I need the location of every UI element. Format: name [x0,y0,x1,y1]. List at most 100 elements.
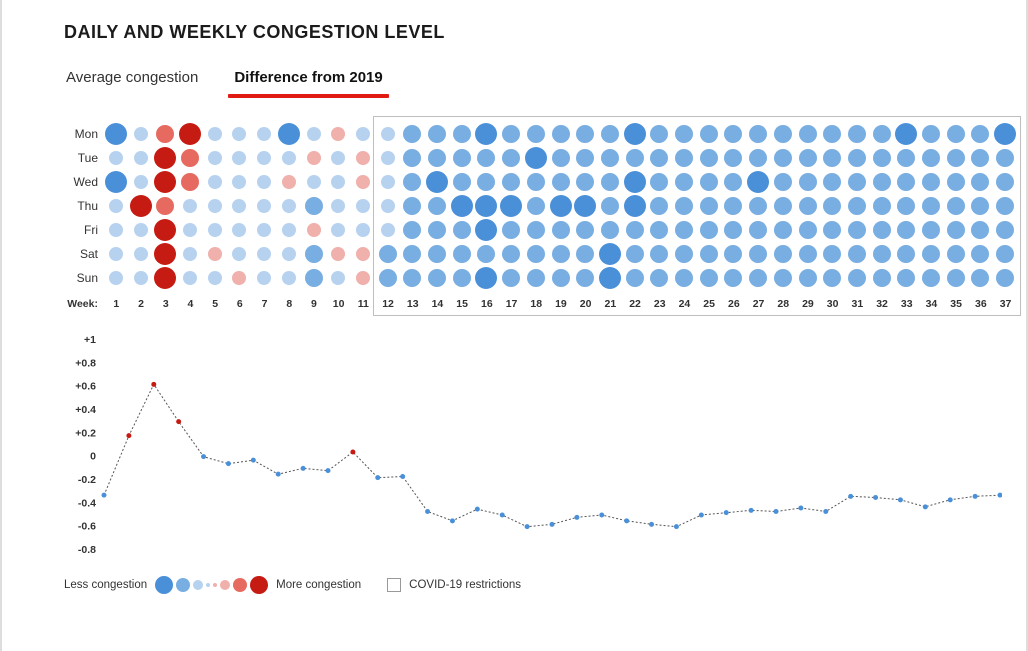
dot-cell[interactable] [845,146,869,170]
dot-cell[interactable] [944,122,968,146]
dot-cell[interactable] [549,170,573,194]
dot-cell[interactable] [153,218,177,242]
dot-cell[interactable] [104,170,128,194]
dot-cell[interactable] [771,122,795,146]
dot-cell[interactable] [598,122,622,146]
dot-cell[interactable] [326,218,350,242]
dot-cell[interactable] [796,122,820,146]
dot-cell[interactable] [474,218,498,242]
dot-cell[interactable] [450,266,474,290]
dot-cell[interactable] [746,194,770,218]
dot-cell[interactable] [820,170,844,194]
dot-cell[interactable] [870,170,894,194]
dot-cell[interactable] [129,122,153,146]
dot-cell[interactable] [672,122,696,146]
dot-cell[interactable] [227,242,251,266]
dot-cell[interactable] [277,170,301,194]
dot-cell[interactable] [178,266,202,290]
dot-cell[interactable] [326,266,350,290]
dot-cell[interactable] [919,194,943,218]
dot-cell[interactable] [524,146,548,170]
dot-cell[interactable] [129,146,153,170]
dot-cell[interactable] [524,266,548,290]
dot-cell[interactable] [771,218,795,242]
dot-cell[interactable] [252,266,276,290]
dot-cell[interactable] [178,194,202,218]
dot-cell[interactable] [894,218,918,242]
tab-difference-from-2019[interactable]: Difference from 2019 [232,67,384,96]
dot-cell[interactable] [746,146,770,170]
data-point[interactable] [973,494,978,499]
dot-cell[interactable] [474,266,498,290]
dot-cell[interactable] [623,122,647,146]
data-point[interactable] [176,419,181,424]
dot-cell[interactable] [796,194,820,218]
dot-cell[interactable] [499,242,523,266]
dot-cell[interactable] [993,146,1017,170]
dot-cell[interactable] [697,146,721,170]
dot-cell[interactable] [450,146,474,170]
dot-cell[interactable] [400,170,424,194]
dot-cell[interactable] [252,242,276,266]
data-point[interactable] [624,518,629,523]
data-point[interactable] [375,475,380,480]
data-point[interactable] [898,497,903,502]
data-point[interactable] [151,382,156,387]
dot-cell[interactable] [820,122,844,146]
dot-cell[interactable] [425,218,449,242]
dot-cell[interactable] [647,146,671,170]
dot-cell[interactable] [796,146,820,170]
dot-cell[interactable] [573,170,597,194]
dot-cell[interactable] [746,266,770,290]
dot-cell[interactable] [796,170,820,194]
dot-cell[interactable] [672,266,696,290]
dot-cell[interactable] [524,194,548,218]
dot-cell[interactable] [277,194,301,218]
dot-cell[interactable] [425,146,449,170]
dot-cell[interactable] [647,122,671,146]
dot-cell[interactable] [178,170,202,194]
dot-cell[interactable] [623,146,647,170]
dot-cell[interactable] [697,218,721,242]
dot-cell[interactable] [450,218,474,242]
dot-cell[interactable] [203,242,227,266]
dot-cell[interactable] [227,194,251,218]
dot-cell[interactable] [302,266,326,290]
dot-cell[interactable] [524,242,548,266]
dot-cell[interactable] [104,146,128,170]
dot-cell[interactable] [944,146,968,170]
dot-cell[interactable] [376,218,400,242]
dot-cell[interactable] [252,194,276,218]
dot-cell[interactable] [277,242,301,266]
dot-cell[interactable] [894,194,918,218]
dot-cell[interactable] [697,170,721,194]
dot-cell[interactable] [153,266,177,290]
dot-cell[interactable] [697,242,721,266]
dot-cell[interactable] [400,194,424,218]
data-point[interactable] [674,524,679,529]
dot-cell[interactable] [400,242,424,266]
dot-cell[interactable] [944,170,968,194]
dot-cell[interactable] [129,194,153,218]
dot-cell[interactable] [549,218,573,242]
dot-cell[interactable] [474,194,498,218]
dot-cell[interactable] [203,146,227,170]
dot-cell[interactable] [227,170,251,194]
data-point[interactable] [326,468,331,473]
dot-cell[interactable] [968,218,992,242]
dot-cell[interactable] [450,194,474,218]
dot-cell[interactable] [870,242,894,266]
dot-cell[interactable] [153,170,177,194]
dot-cell[interactable] [573,218,597,242]
dot-cell[interactable] [376,146,400,170]
dot-cell[interactable] [326,242,350,266]
dot-cell[interactable] [944,266,968,290]
dot-cell[interactable] [721,146,745,170]
dot-cell[interactable] [623,218,647,242]
dot-cell[interactable] [376,266,400,290]
dot-cell[interactable] [302,122,326,146]
dot-cell[interactable] [400,146,424,170]
dot-cell[interactable] [474,170,498,194]
dot-cell[interactable] [178,242,202,266]
dot-cell[interactable] [672,146,696,170]
